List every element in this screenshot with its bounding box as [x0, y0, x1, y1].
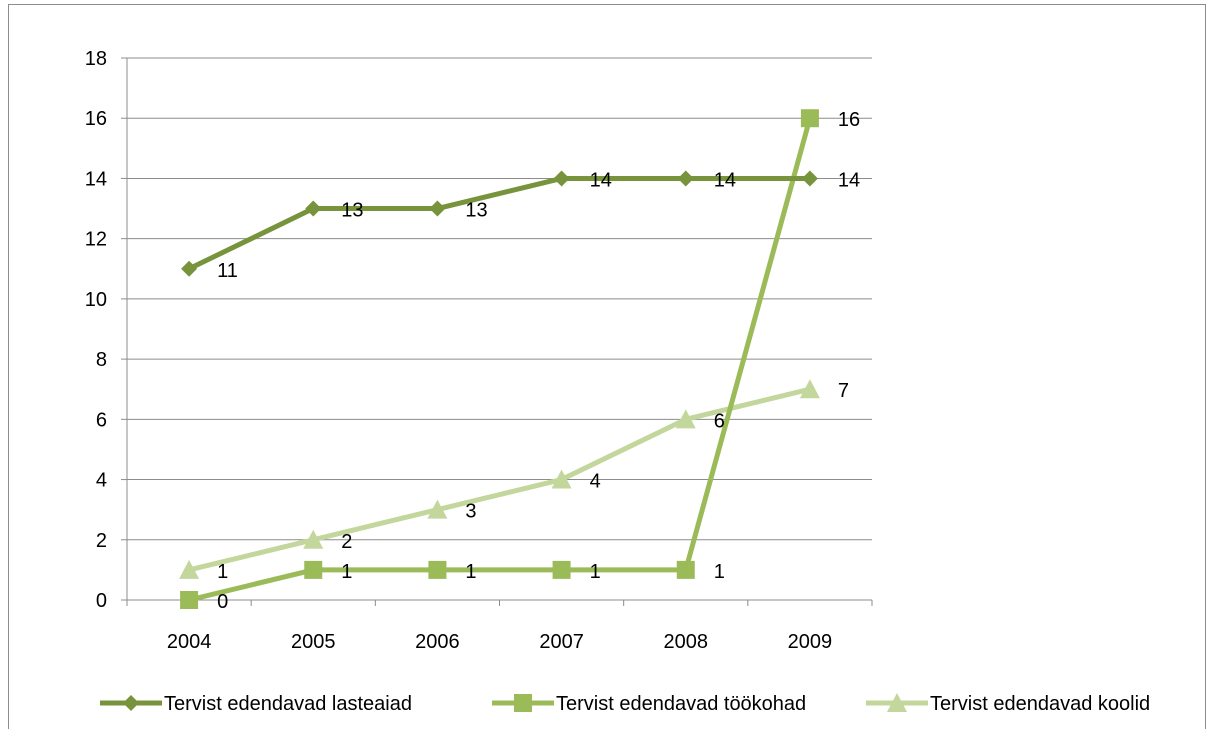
diamond-marker — [553, 170, 570, 187]
triangle-marker — [799, 379, 820, 399]
y-tick-label: 4 — [96, 470, 107, 492]
square-marker — [304, 560, 323, 579]
data-label: 1 — [341, 561, 352, 583]
data-label: 14 — [714, 169, 736, 191]
square-marker — [676, 560, 695, 579]
triangle-marker — [427, 499, 448, 519]
series-lines — [179, 109, 820, 609]
diamond-marker — [181, 260, 198, 277]
y-tick-label: 0 — [96, 590, 107, 612]
x-tick-label: 2006 — [415, 631, 460, 653]
data-label: 14 — [838, 169, 860, 191]
series-line — [187, 175, 810, 272]
square-marker — [800, 109, 819, 128]
legend-label: Tervist edendavad koolid — [930, 693, 1150, 715]
square-marker — [552, 560, 571, 579]
legend-label: Tervist edendavad töökohad — [556, 693, 806, 715]
square-marker — [514, 694, 532, 712]
x-tick-label: 2007 — [539, 631, 584, 653]
y-tick-label: 12 — [85, 229, 107, 251]
data-label: 2 — [341, 531, 352, 553]
data-label: 1 — [465, 561, 476, 583]
diamond-marker — [305, 200, 322, 217]
y-tick-label: 18 — [85, 48, 107, 70]
y-tick-label: 14 — [85, 168, 107, 190]
data-label: 0 — [217, 591, 228, 613]
data-label: 13 — [465, 200, 487, 222]
grid-lines — [127, 57, 872, 541]
legend: Tervist edendavad lasteaiad Tervist edend… — [100, 693, 1150, 715]
triangle-marker — [179, 559, 200, 579]
data-label: 14 — [590, 169, 612, 191]
triangle-marker — [675, 409, 696, 429]
y-tick-label: 6 — [96, 409, 107, 431]
data-label: 1 — [217, 561, 228, 583]
data-label: 7 — [838, 380, 849, 402]
x-tick-label: 2009 — [788, 631, 833, 653]
x-tick-label: 2004 — [167, 631, 212, 653]
y-tick-label: 8 — [96, 349, 107, 371]
data-label: 6 — [714, 410, 725, 432]
x-tick-label: 2008 — [664, 631, 709, 653]
diamond-marker — [123, 695, 139, 711]
triangle-marker — [551, 469, 572, 489]
data-label: 4 — [590, 471, 601, 493]
diamond-marker — [429, 200, 446, 217]
data-label: 16 — [838, 109, 860, 131]
y-tick-label: 10 — [85, 289, 107, 311]
triangle-marker — [887, 693, 907, 712]
y-tick-label: 16 — [85, 108, 107, 130]
data-label: 1 — [714, 561, 725, 583]
triangle-marker — [303, 529, 324, 549]
diamond-marker — [677, 170, 694, 187]
square-marker — [180, 591, 199, 609]
series-line — [188, 117, 813, 603]
chart-frame — [8, 4, 1206, 729]
series-line — [188, 386, 811, 573]
data-label: 13 — [341, 200, 363, 222]
square-marker — [428, 560, 447, 579]
x-tick-label: 2005 — [291, 631, 336, 653]
data-label: 3 — [465, 501, 476, 523]
data-label: 1 — [590, 561, 601, 583]
legend-label: Tervist edendavad lasteaiad — [164, 693, 412, 715]
y-tick-label: 2 — [96, 530, 107, 552]
data-label: 11 — [217, 260, 238, 282]
diamond-marker — [801, 170, 818, 187]
